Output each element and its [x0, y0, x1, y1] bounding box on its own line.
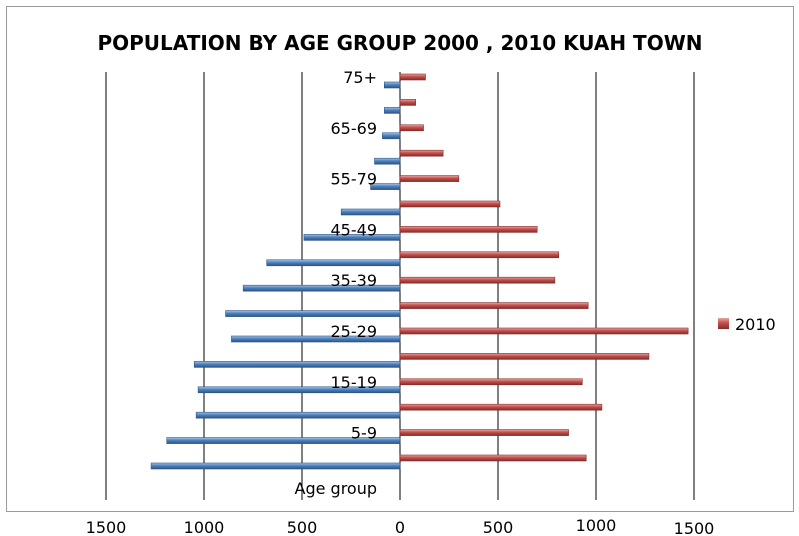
bar-right — [399, 327, 689, 335]
bar-left — [193, 361, 401, 368]
y-axis-title: Age group — [295, 479, 378, 498]
bar-left — [340, 208, 401, 216]
bar-right — [399, 302, 589, 309]
bar-right — [399, 149, 444, 157]
bar-right — [399, 124, 424, 132]
category-label: 15-19 — [331, 373, 378, 392]
bar-left — [266, 259, 401, 267]
bar-left — [382, 132, 401, 140]
x-tick-label: 1500 — [86, 518, 127, 536]
bar-right — [399, 251, 560, 259]
bar-left — [370, 183, 401, 190]
x-tick-labels: 1500 1000 500 0 500 1000 1500 — [86, 516, 715, 536]
bar-left — [303, 234, 401, 241]
bar-right — [399, 454, 587, 462]
category-label: 5-9 — [351, 424, 377, 443]
bar-right — [399, 353, 650, 360]
x-tick-label: 1000 — [184, 518, 225, 536]
legend-label: 2010 — [735, 315, 776, 334]
bar-left — [166, 437, 401, 444]
bar-left — [197, 386, 401, 394]
bar-right — [399, 276, 556, 284]
bars — [150, 73, 689, 470]
category-labels: 5-9 15-19 25-29 35-39 45-49 55-79 65-69 75+ — [331, 68, 378, 443]
bar-left — [384, 81, 401, 89]
bar-right — [399, 99, 416, 106]
bar-left — [384, 107, 401, 114]
gridlines — [105, 72, 695, 500]
bar-right — [399, 378, 583, 386]
bar-left — [195, 411, 401, 419]
category-label: 65-69 — [331, 119, 378, 138]
x-tick-label: 1000 — [576, 516, 617, 535]
category-label: 35-39 — [331, 271, 378, 290]
category-label: 75+ — [343, 68, 377, 87]
bar-right — [399, 429, 569, 436]
x-tick-label: 500 — [287, 518, 318, 536]
x-tick-label: 1500 — [674, 519, 715, 536]
bar-right — [399, 200, 501, 208]
chart-title: POPULATION BY AGE GROUP 2000 , 2010 KUAH… — [97, 31, 702, 55]
bar-right — [399, 73, 426, 81]
bar-right — [399, 175, 460, 182]
legend: 2010 — [718, 315, 776, 334]
legend-swatch — [718, 318, 729, 329]
category-label: 45-49 — [331, 220, 378, 239]
bar-left — [231, 335, 401, 343]
bar-left — [150, 462, 401, 470]
category-label: 25-29 — [331, 322, 378, 341]
bar-right — [399, 403, 603, 411]
x-tick-label: 500 — [483, 518, 514, 536]
bar-left — [225, 310, 401, 317]
category-label: 55-79 — [331, 170, 378, 189]
bar-left — [242, 284, 401, 292]
x-tick-label: 0 — [395, 518, 405, 536]
bar-left — [374, 157, 401, 165]
bar-right — [399, 226, 538, 233]
